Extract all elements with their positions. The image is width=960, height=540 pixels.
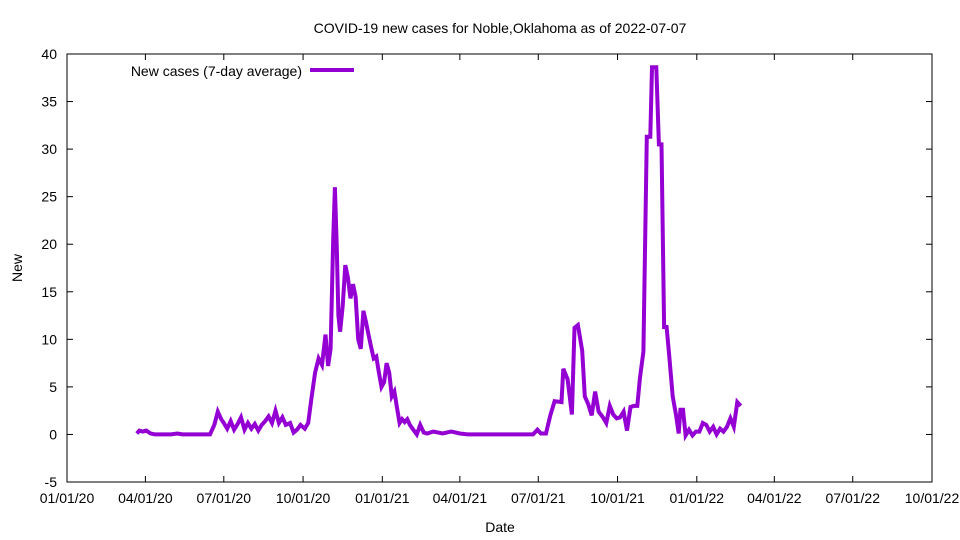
x-axis: 01/01/20 04/01/20 07/01/20 10/01/20 01/01/21… — [40, 54, 960, 506]
y-tick-label: 25 — [41, 189, 57, 205]
x-tick-label: 07/01/20 — [197, 490, 252, 506]
x-tick-label: 10/01/21 — [590, 490, 645, 506]
x-tick-label: 04/01/22 — [747, 490, 802, 506]
x-tick-label: 01/01/21 — [355, 490, 410, 506]
series-line — [135, 65, 743, 442]
x-tick-label: 04/01/21 — [433, 490, 488, 506]
legend: New cases (7-day average) — [131, 63, 354, 79]
y-tick-label: 0 — [49, 426, 57, 442]
y-tick-label: 30 — [41, 141, 57, 157]
x-tick-label: 10/01/22 — [905, 490, 960, 506]
y-axis-label: New — [9, 253, 25, 282]
chart-title: COVID-19 new cases for Noble,Oklahoma as… — [314, 20, 687, 36]
legend-label: New cases (7-day average) — [131, 63, 302, 79]
y-tick-label: 35 — [41, 94, 57, 110]
y-tick-label: 5 — [49, 379, 57, 395]
y-tick-label: 15 — [41, 284, 57, 300]
x-tick-label: 01/01/22 — [670, 490, 725, 506]
y-tick-label: 40 — [41, 46, 57, 62]
y-tick-label: -5 — [45, 474, 58, 490]
x-tick-label: 07/01/21 — [511, 490, 566, 506]
x-axis-label: Date — [485, 519, 515, 535]
x-tick-label: 10/01/20 — [276, 490, 331, 506]
x-tick-label: 04/01/20 — [118, 490, 173, 506]
x-tick-label: 01/01/20 — [40, 490, 95, 506]
y-tick-label: 10 — [41, 331, 57, 347]
x-tick-label: 07/01/22 — [825, 490, 880, 506]
plot-border — [66, 53, 933, 483]
y-tick-label: 20 — [41, 236, 57, 252]
plot-area — [66, 53, 933, 483]
y-axis: -5 0 5 10 15 20 25 30 35 40 — [41, 46, 932, 490]
